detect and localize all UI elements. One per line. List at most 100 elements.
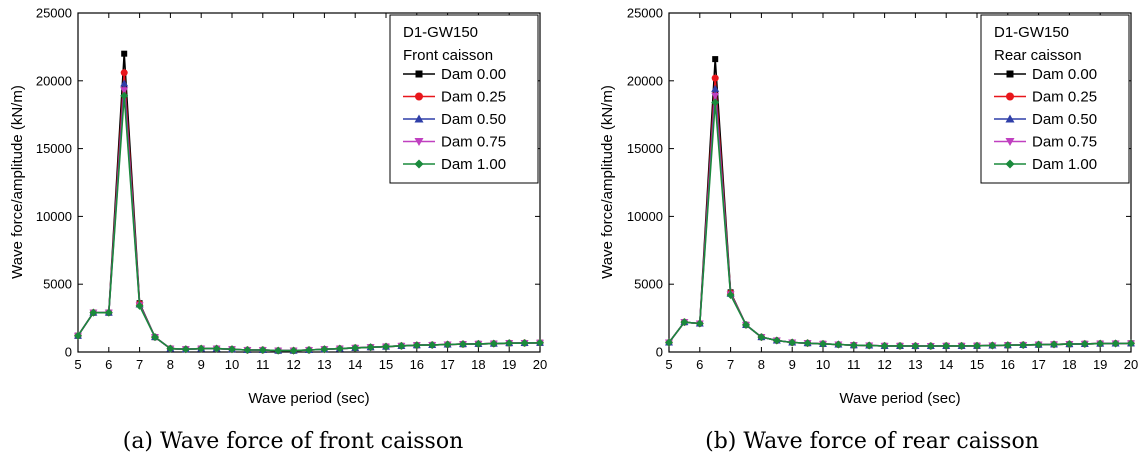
data-point: [834, 340, 843, 349]
y-tick-label: 5000: [43, 277, 72, 292]
legend-label: Dam 0.00: [1032, 66, 1097, 83]
x-tick-label: 20: [533, 357, 547, 372]
x-tick-label: 12: [286, 357, 300, 372]
data-point: [258, 345, 267, 354]
y-tick-label: 25000: [36, 6, 72, 21]
x-tick-label: 11: [847, 357, 861, 372]
data-point: [726, 291, 735, 300]
data-point: [197, 344, 206, 353]
y-tick-label: 10000: [36, 209, 72, 224]
data-point: [243, 345, 252, 354]
data-point: [757, 333, 766, 342]
x-tick-label: 9: [789, 357, 796, 372]
x-tick-label: 8: [167, 357, 174, 372]
legend-item-dam-0-75: Dam 0.75: [403, 134, 506, 151]
data-point: [1080, 339, 1089, 348]
legend-item-dam-0-75: Dam 0.75: [994, 134, 1097, 151]
data-point: [412, 341, 421, 350]
x-tick-label: 20: [1124, 357, 1138, 372]
legend-item-dam-1-00: Dam 1.00: [403, 156, 506, 173]
data-point: [849, 341, 858, 350]
data-point: [742, 320, 750, 329]
legend-label: Dam 0.25: [1032, 89, 1097, 106]
data-point: [351, 343, 360, 352]
data-point: [335, 344, 344, 353]
data-point: [1065, 340, 1074, 349]
y-tick-label: 10000: [627, 209, 663, 224]
y-axis-label: Wave force/amplitude (kN/m): [9, 85, 26, 279]
x-tick-label: 5: [74, 357, 81, 372]
y-axis-ticks: 0 5000 10000 15000 20000 25000: [627, 6, 1131, 360]
legend-marker: [1006, 92, 1014, 101]
data-point: [536, 338, 544, 347]
x-axis-label: Wave period (sec): [248, 390, 369, 407]
data-point: [505, 339, 514, 348]
x-tick-label: 15: [970, 357, 984, 372]
legend-item-dam-0-00: Dam 0.00: [994, 66, 1097, 83]
data-point: [911, 342, 920, 351]
legend-marker: [414, 138, 424, 146]
legend-box: [980, 14, 1130, 184]
data-point: [212, 344, 221, 353]
legend-label: Dam 1.00: [1032, 156, 1097, 173]
figure-caption: (b) Wave force of rear caisson: [705, 429, 1039, 454]
legend-label: Dam 0.75: [441, 134, 506, 151]
y-tick-label: 0: [656, 345, 663, 360]
data-point: [957, 341, 966, 350]
data-point: [772, 336, 781, 345]
x-tick-label: 9: [198, 357, 205, 372]
data-point: [382, 342, 390, 351]
data-point: [695, 319, 704, 328]
data-point: [788, 338, 797, 347]
legend-item-dam-0-00: Dam 0.00: [403, 66, 506, 83]
legend-item-dam-0-25: Dam 0.25: [994, 89, 1097, 106]
legend-label: Dam 1.00: [441, 156, 506, 173]
data-point: [366, 343, 375, 352]
legend-item-dam-0-25: Dam 0.25: [403, 89, 506, 106]
data-point: [973, 341, 981, 350]
data-point: [988, 341, 997, 350]
x-tick-label: 8: [758, 357, 765, 372]
x-tick-label: 17: [1031, 357, 1045, 372]
data-point: [274, 346, 283, 355]
legend-items: Dam 0.00 Dam 0.25 Dam 0.50 Dam 0.75 Dam 1.00: [994, 66, 1097, 173]
data-point: [803, 339, 812, 348]
series-layer: [74, 50, 544, 355]
chart-rear-caisson: 0 5000 10000 15000 20000 25000 5 6 7 8 9 10 11 12 13 1…: [599, 6, 1138, 455]
data-point: [712, 56, 719, 63]
x-tick-label: 7: [136, 357, 143, 372]
x-axis-ticks: 5 6 7 8 9 10 11 12 13 14 15 16 17 18 19 20: [665, 13, 1138, 372]
data-point: [120, 91, 129, 100]
chart-front-caisson: 0 5000 10000 15000 20000 25000 5 6 7 8 9 10 11 12 13 1…: [9, 6, 547, 455]
data-point: [896, 341, 904, 350]
legend-marker: [415, 70, 423, 78]
data-point: [166, 344, 175, 353]
legend-label: Dam 0.50: [1032, 111, 1097, 128]
legend-title-line-2: Rear caisson: [994, 47, 1082, 64]
data-point: [289, 346, 298, 355]
x-tick-label: 17: [440, 357, 454, 372]
legend-marker: [414, 114, 424, 123]
legend-items: Dam 0.00 Dam 0.25 Dam 0.50 Dam 0.75 Dam 1.00: [403, 66, 506, 173]
legend-marker: [414, 159, 424, 169]
legend-marker: [1005, 114, 1015, 123]
series-dam-1-00: [74, 91, 544, 355]
data-point: [819, 339, 827, 348]
y-tick-label: 15000: [627, 141, 663, 156]
data-point: [120, 69, 128, 77]
data-point: [711, 92, 720, 100]
legend-label: Dam 0.75: [1032, 134, 1097, 151]
data-point: [89, 308, 98, 317]
data-point: [489, 339, 498, 348]
x-tick-label: 15: [379, 357, 393, 372]
figure-caption: (a) Wave force of front caisson: [123, 429, 464, 454]
x-tick-label: 13: [908, 357, 922, 372]
data-point: [474, 339, 483, 348]
x-tick-label: 19: [502, 357, 516, 372]
x-tick-label: 5: [665, 357, 672, 372]
data-point: [865, 341, 874, 350]
x-tick-label: 14: [348, 357, 362, 372]
data-point: [1034, 340, 1043, 349]
